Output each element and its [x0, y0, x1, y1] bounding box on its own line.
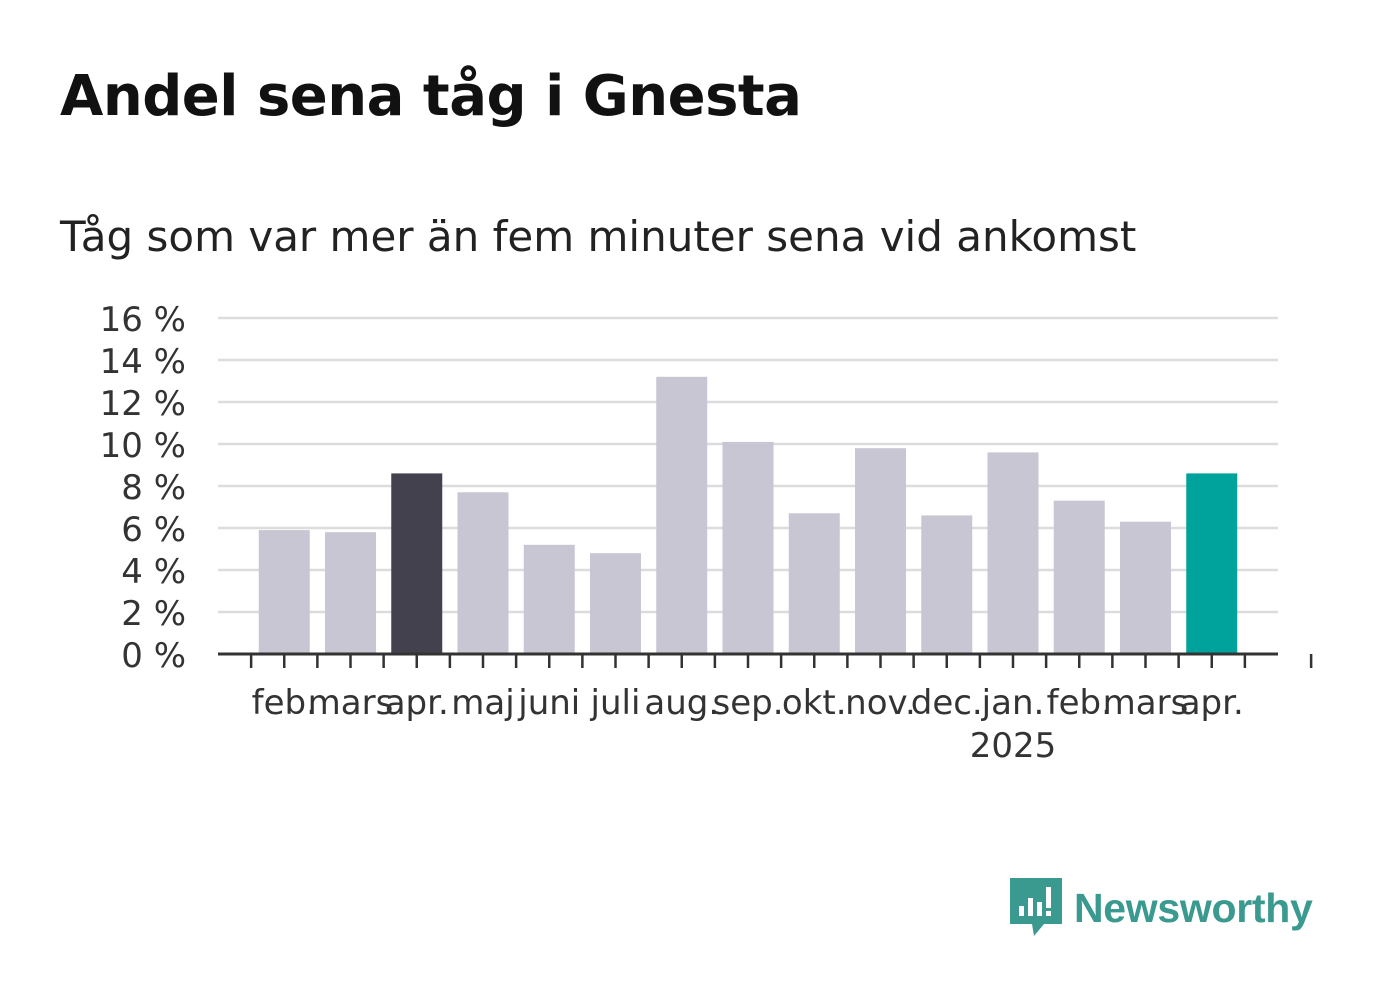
bar [722, 441, 774, 654]
bar [325, 532, 376, 654]
bar [987, 452, 1039, 654]
newsworthy-logo-text: Newsworthy [1074, 884, 1313, 931]
x-tick-label: juni [517, 683, 580, 723]
chart-subtitle: Tåg som var mer än fem minuter sena vid … [60, 212, 1137, 261]
bar [1053, 500, 1105, 654]
newsworthy-logo: Newsworthy [1010, 878, 1313, 938]
y-tick-label: 6 % [121, 510, 186, 550]
bar [523, 544, 575, 654]
x-tick-label: dec. [911, 683, 983, 723]
x-tick-label: apr. [1180, 683, 1244, 723]
x-tick-label: feb. [1047, 683, 1112, 723]
x-tick-label: sep. [712, 683, 783, 723]
y-tick-label: 0 % [121, 636, 186, 676]
x-tick-label: feb. [252, 683, 317, 723]
y-tick-label: 14 % [100, 342, 186, 382]
x-tick-label: jan. [981, 683, 1045, 723]
x-tick-label: apr. [385, 683, 449, 723]
y-tick-label: 16 % [100, 300, 186, 340]
bar [1120, 521, 1171, 654]
bar [391, 473, 443, 654]
x-tick-label: maj [451, 683, 514, 723]
y-tick-label: 8 % [121, 468, 186, 508]
bar [1186, 473, 1238, 654]
bar [590, 553, 641, 654]
y-tick-label: 2 % [121, 594, 186, 634]
x-tick-label: juli [590, 683, 641, 723]
x-tick-label: mars [1103, 683, 1189, 723]
bar [258, 530, 310, 654]
bar [656, 376, 708, 654]
bar [788, 513, 840, 654]
x-year-label: 2025 [970, 726, 1057, 766]
y-tick-label: 4 % [121, 552, 186, 592]
x-tick-label: mars [308, 683, 394, 723]
newsworthy-logo-icon [1010, 878, 1062, 936]
chart-title: Andel sena tåg i Gnesta [60, 64, 802, 129]
bar [921, 515, 973, 654]
x-tick-label: nov. [845, 683, 916, 723]
x-tick-label: okt. [782, 683, 847, 723]
y-tick-label: 12 % [100, 384, 186, 424]
x-tick-label: aug. [644, 683, 719, 723]
y-tick-label: 10 % [100, 426, 186, 466]
bar [855, 448, 906, 654]
bar [457, 492, 509, 654]
